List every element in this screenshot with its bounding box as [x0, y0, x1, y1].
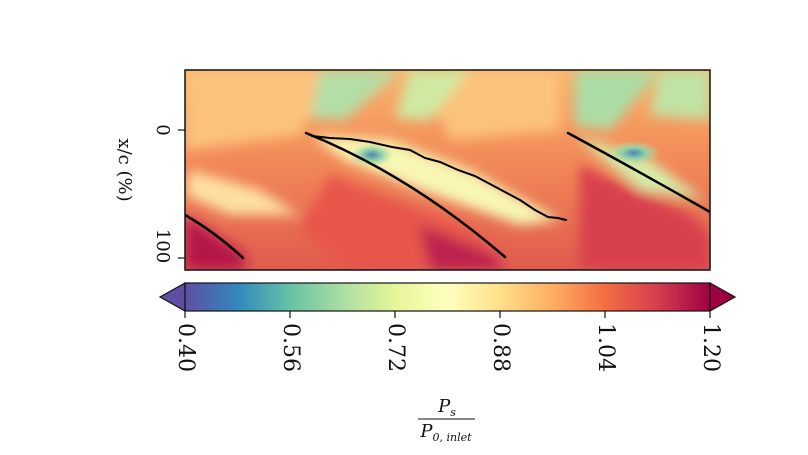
blade-line-1	[185, 213, 245, 260]
svg-text:P0, inlet: P0, inlet	[419, 421, 472, 444]
colorbar-label: Ps P0, inlet	[418, 396, 475, 444]
colorbar-tick-label-3: 0.88	[488, 323, 513, 372]
plot-frame	[184, 69, 711, 271]
colorbar-tick-label-2: 0.72	[383, 323, 408, 372]
colorbar-ticks: 0.40 0.56 0.72 0.88 1.04 1.20	[173, 311, 723, 372]
colorbar-bar	[184, 282, 711, 312]
colorbar-tick-label-1: 0.56	[278, 323, 303, 372]
colorbar-tick-label-0: 0.40	[173, 323, 198, 372]
pressure-contour-field	[185, 70, 710, 270]
shock-line	[311, 135, 567, 221]
y-axis: 0 100 x/c (%)	[114, 124, 185, 263]
colorbar-extend-high	[709, 281, 737, 313]
svg-text:Ps: Ps	[437, 396, 456, 419]
y-axis-label: x/c (%)	[114, 138, 135, 201]
colorbar-tick-label-5: 1.20	[698, 323, 723, 372]
colorbar-extend-low	[158, 281, 186, 313]
y-tick-label-1: 100	[152, 229, 173, 263]
blade-line-2	[304, 131, 507, 259]
blade-line-3	[566, 131, 710, 214]
colorbar: 0.40 0.56 0.72 0.88 1.04 1.20	[158, 281, 737, 372]
y-tick-label-0: 0	[152, 124, 173, 135]
colorbar-tick-label-4: 1.04	[593, 323, 618, 372]
